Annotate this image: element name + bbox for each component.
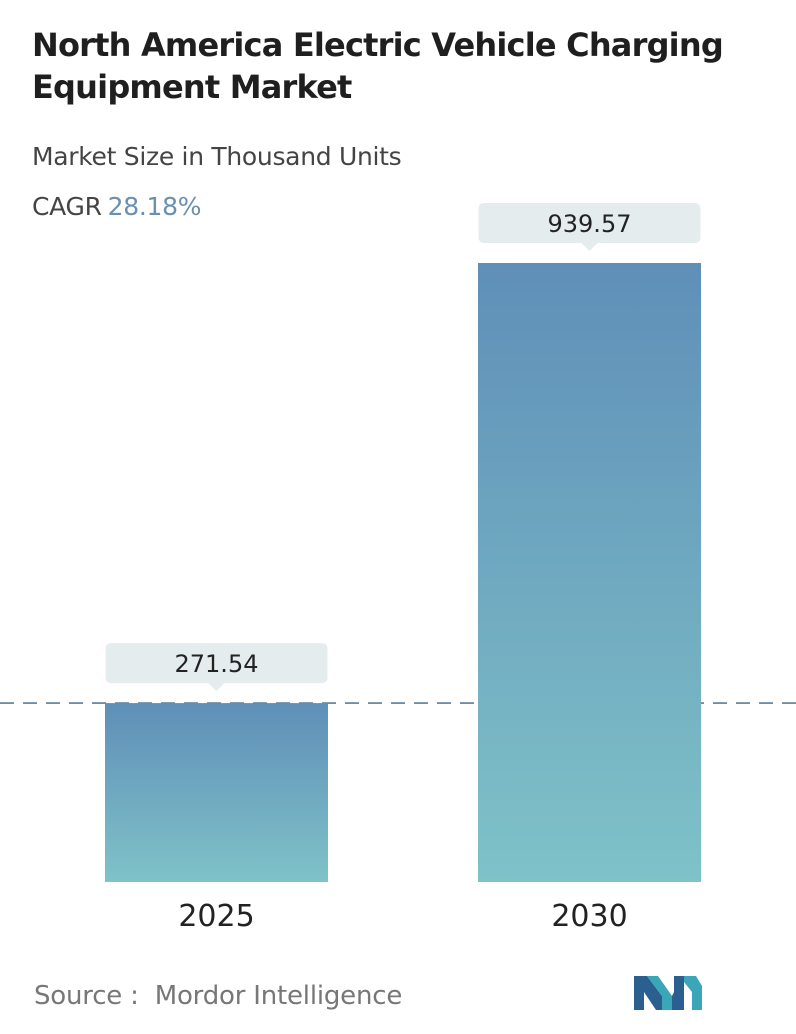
source-line: Source : Mordor Intelligence [34,978,402,1014]
mordor-intelligence-logo-icon [634,976,702,1010]
value-label-2030: 939.57 [548,210,632,238]
cagr-label: CAGR [32,192,102,221]
value-label-box-2025 [105,643,328,692]
bar-2025 [105,703,328,882]
bar-2030 [478,262,701,883]
value-label-2025: 271.54 [175,650,259,678]
x-tick-label-2025: 2025 [178,899,254,934]
value-label-box-2030 [478,202,701,251]
cagr-value: 28.18% [107,192,202,221]
chart-subtitle: Market Size in Thousand Units [32,142,402,171]
source-label: Source : [34,981,139,1011]
cagr-line: CAGR 28.18% [32,190,202,224]
source-value: Mordor Intelligence [154,981,403,1011]
x-tick-label-2030: 2030 [551,899,627,934]
chart-title: North America Electric Vehicle Charging … [32,26,724,106]
